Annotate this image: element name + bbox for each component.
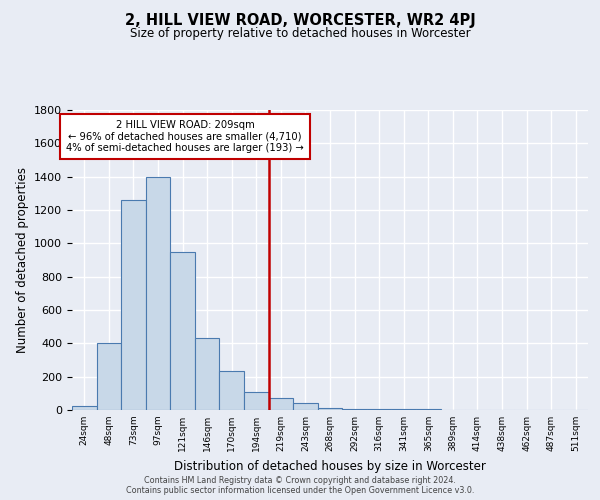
Text: Contains HM Land Registry data © Crown copyright and database right 2024.: Contains HM Land Registry data © Crown c… xyxy=(144,476,456,485)
Bar xyxy=(72,406,97,410)
Y-axis label: Number of detached properties: Number of detached properties xyxy=(16,167,29,353)
Bar xyxy=(318,408,342,410)
Bar xyxy=(244,392,269,410)
Bar xyxy=(97,344,121,410)
Bar xyxy=(121,200,146,410)
X-axis label: Distribution of detached houses by size in Worcester: Distribution of detached houses by size … xyxy=(174,460,486,472)
Bar xyxy=(391,409,416,410)
Bar xyxy=(146,176,170,410)
Bar xyxy=(367,409,391,410)
Text: 2, HILL VIEW ROAD, WORCESTER, WR2 4PJ: 2, HILL VIEW ROAD, WORCESTER, WR2 4PJ xyxy=(125,12,475,28)
Bar xyxy=(220,371,244,410)
Bar xyxy=(416,409,440,410)
Bar xyxy=(195,338,220,410)
Bar xyxy=(269,398,293,410)
Bar xyxy=(293,402,318,410)
Text: Size of property relative to detached houses in Worcester: Size of property relative to detached ho… xyxy=(130,28,470,40)
Bar xyxy=(342,409,367,410)
Text: Contains public sector information licensed under the Open Government Licence v3: Contains public sector information licen… xyxy=(126,486,474,495)
Bar xyxy=(170,252,195,410)
Text: 2 HILL VIEW ROAD: 209sqm
← 96% of detached houses are smaller (4,710)
4% of semi: 2 HILL VIEW ROAD: 209sqm ← 96% of detach… xyxy=(66,120,304,154)
